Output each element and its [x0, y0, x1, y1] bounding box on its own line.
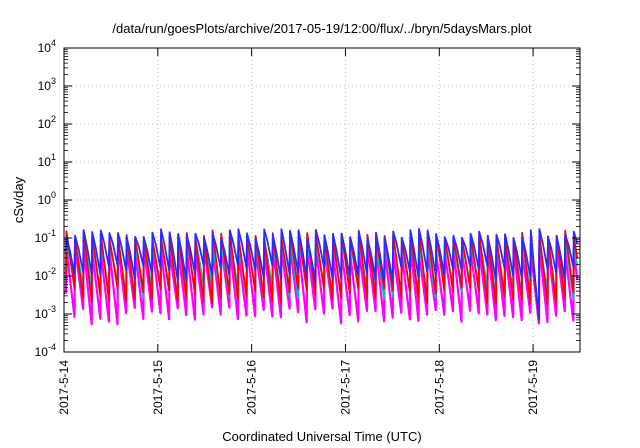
x-tick-label: 2017-5-18	[432, 360, 446, 415]
y-tick-labels: 10-4 10-3 10-2 10-1 100 101 102 103 104	[35, 38, 56, 359]
y-tick-label: 104	[38, 38, 56, 55]
series-line	[64, 229, 579, 321]
x-tick-label: 2017-5-17	[338, 360, 352, 415]
y-tick-label: 102	[38, 114, 56, 131]
y-tick-label: 10-1	[35, 228, 56, 245]
y-tick-label: 100	[38, 190, 56, 207]
y-tick-label: 101	[38, 152, 56, 169]
y-tick-label: 103	[38, 76, 56, 93]
x-tick-label: 2017-5-16	[245, 360, 259, 415]
grid	[64, 48, 580, 352]
y-tick-label: 10-2	[35, 266, 56, 283]
y-axis-label: cSv/day	[11, 176, 26, 223]
x-axis-label: Coordinated Universal Time (UTC)	[222, 429, 421, 444]
chart-title: /data/run/goesPlots/archive/2017-05-19/1…	[112, 21, 532, 36]
x-tick-label: 2017-5-15	[151, 360, 165, 415]
x-tick-labels: 2017-5-14 2017-5-15 2017-5-16 2017-5-17 2017…	[57, 360, 540, 415]
x-tick-label: 2017-5-19	[526, 360, 540, 415]
ticks	[63, 47, 580, 353]
y-tick-label: 10-4	[35, 342, 56, 359]
series-line	[64, 228, 579, 320]
y-tick-label: 10-3	[35, 304, 56, 321]
series-line	[64, 243, 579, 326]
series-group	[64, 228, 579, 326]
x-tick-label: 2017-5-14	[57, 360, 71, 415]
